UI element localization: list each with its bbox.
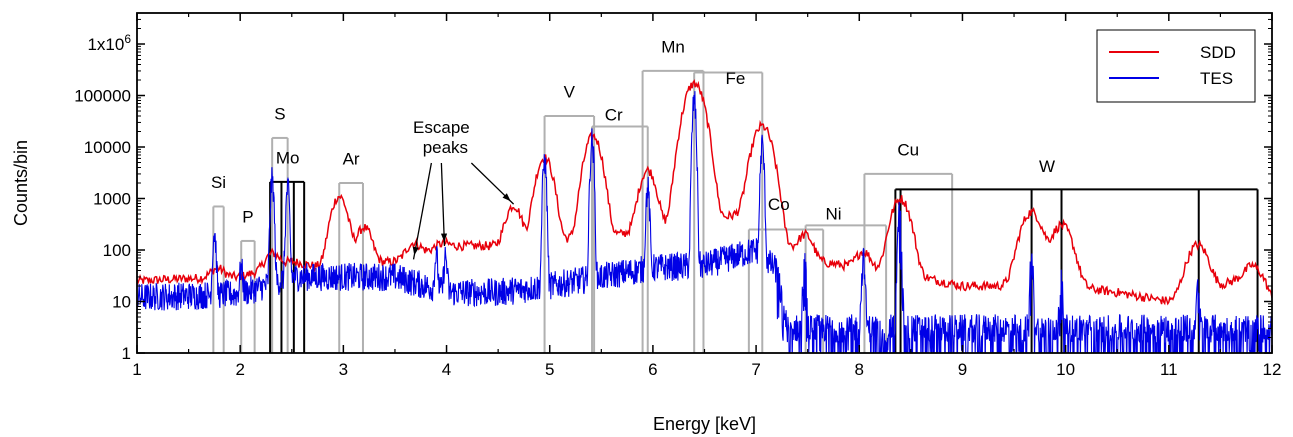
marker-fe [693, 71, 764, 353]
x-tick-label: 8 [855, 360, 864, 379]
element-label-fe: Fe [726, 69, 746, 88]
annotation-arrowhead [412, 246, 419, 256]
x-tick-label: 5 [545, 360, 554, 379]
element-label-si: Si [211, 173, 226, 192]
annotation-text-line: Escape [413, 118, 470, 137]
annotation-arrowhead [502, 193, 511, 202]
element-label-co: Co [768, 195, 790, 214]
element-label-mn: Mn [661, 37, 685, 56]
element-label-s: S [274, 104, 285, 123]
marker-mn [641, 69, 705, 353]
element-label-ar: Ar [343, 149, 360, 168]
x-tick-label: 12 [1263, 360, 1282, 379]
x-tick-label: 11 [1160, 360, 1178, 379]
element-label-ni: Ni [825, 205, 841, 224]
legend-box [1096, 29, 1256, 103]
element-labels: Si P S Mo Ar V Cr Mn Fe Co Ni Cu W [211, 37, 1055, 226]
series-line-sdd [137, 79, 1272, 306]
data-series [137, 79, 1272, 353]
annotation-arrow [412, 162, 433, 260]
x-tick-label: 2 [235, 360, 244, 379]
y-tick-label: 100 [103, 241, 131, 260]
annotation-arrow [440, 162, 446, 247]
y-tick-label: 1x106 [87, 32, 131, 54]
x-tick-label: 1 [132, 360, 141, 379]
y-tick-label: 1000 [93, 190, 131, 209]
y-tick-exponent: 6 [124, 32, 131, 46]
annotation-arrowhead [440, 233, 448, 243]
x-tick-label: 10 [1056, 360, 1075, 379]
y-tick-label: 10000 [84, 138, 131, 157]
element-label-cr: Cr [605, 106, 623, 125]
x-tick-label: 4 [442, 360, 451, 379]
y-tick-label: 10 [112, 293, 131, 312]
element-label-p: P [242, 207, 253, 226]
element-label-cu: Cu [897, 140, 919, 159]
series-line-tes [137, 91, 1272, 353]
element-label-w: W [1039, 157, 1055, 176]
marker-cr [591, 125, 649, 353]
x-tick-label: 3 [339, 360, 348, 379]
y-tick-label: 100000 [74, 87, 131, 106]
legend: SDD TES [1096, 29, 1256, 103]
annotation-text-line: peaks [423, 138, 468, 157]
x-axis-title: Energy [keV] [653, 414, 756, 434]
y-axis-title: Counts/bin [11, 140, 31, 226]
marker-si [212, 205, 225, 353]
axes: 1 2 3 4 5 6 7 8 9 10 11 121101001000100001000001x10… [11, 12, 1282, 434]
x-tick-label: 7 [751, 360, 760, 379]
legend-label-sdd: SDD [1200, 43, 1236, 62]
x-tick-label: 6 [648, 360, 657, 379]
legend-label-tes: TES [1200, 69, 1233, 88]
x-tick-label: 9 [958, 360, 967, 379]
element-label-v: V [564, 82, 576, 101]
element-label-mo: Mo [276, 148, 300, 167]
y-tick-label: 1 [122, 344, 131, 363]
